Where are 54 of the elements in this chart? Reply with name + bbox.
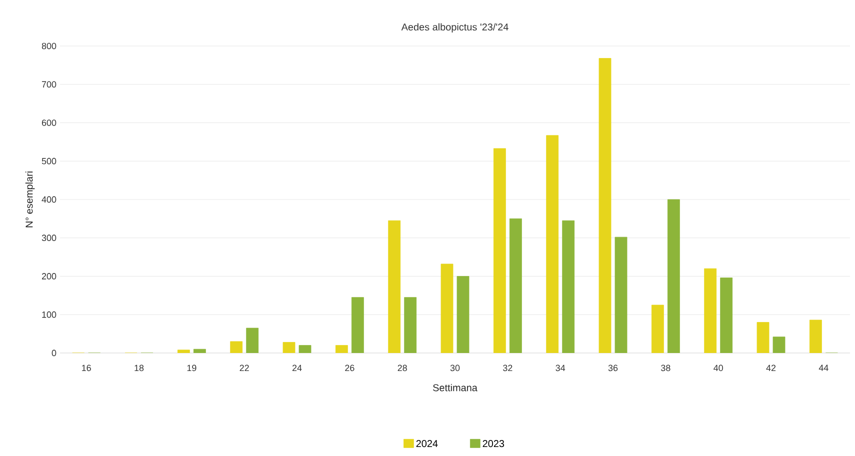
bar bbox=[246, 328, 259, 353]
x-tick-label: 44 bbox=[818, 364, 828, 371]
y-tick-label: 700 bbox=[42, 81, 56, 88]
bar bbox=[562, 220, 575, 353]
bar bbox=[756, 322, 770, 353]
x-tick-label: 38 bbox=[661, 364, 670, 372]
bar bbox=[282, 342, 296, 353]
legend-label: 2024 bbox=[416, 440, 438, 448]
bar bbox=[704, 268, 717, 353]
legend-label: 2023 bbox=[482, 440, 504, 448]
y-tick-label: 200 bbox=[42, 273, 56, 280]
y-tick-label: 500 bbox=[42, 158, 56, 164]
bar bbox=[193, 348, 206, 353]
x-tick-label: 26 bbox=[345, 364, 354, 372]
x-tick-label: 34 bbox=[556, 364, 566, 372]
bar bbox=[493, 148, 506, 353]
y-tick-label: 300 bbox=[42, 234, 56, 242]
x-tick-label: 30 bbox=[450, 364, 460, 372]
chart-title: Aedes albopictus '23/'24 bbox=[401, 23, 508, 32]
y-tick-label: 600 bbox=[42, 120, 56, 126]
x-tick-label: 28 bbox=[398, 364, 407, 372]
bar bbox=[456, 276, 470, 353]
y-tick-label: 400 bbox=[42, 196, 56, 203]
bar bbox=[230, 341, 243, 353]
y-tick-label: 100 bbox=[42, 311, 56, 318]
bar bbox=[298, 345, 312, 353]
bar bbox=[509, 218, 522, 353]
bar bbox=[667, 199, 680, 353]
x-tick-label: 32 bbox=[503, 364, 512, 372]
bar bbox=[772, 336, 786, 353]
bar bbox=[440, 264, 454, 353]
bar bbox=[614, 236, 628, 353]
x-axis-title: Settimana bbox=[433, 384, 478, 392]
x-tick-label: 36 bbox=[608, 364, 618, 372]
bar bbox=[598, 58, 612, 353]
x-tick-label: 18 bbox=[134, 364, 144, 372]
bar bbox=[351, 297, 364, 353]
bar bbox=[720, 278, 733, 353]
x-tick-label: 40 bbox=[714, 364, 723, 372]
x-tick-label: 24 bbox=[292, 364, 302, 372]
x-tick-label: 42 bbox=[766, 364, 776, 372]
y-tick-label: 800 bbox=[42, 42, 56, 50]
x-tick-label: 16 bbox=[82, 364, 91, 372]
y-tick-label: 0 bbox=[52, 350, 56, 356]
bar bbox=[651, 304, 664, 353]
y-axis-title: N° esemplari bbox=[25, 172, 35, 228]
bar bbox=[404, 297, 417, 353]
bar bbox=[335, 345, 348, 353]
bar bbox=[809, 320, 822, 353]
bar bbox=[177, 350, 190, 353]
x-tick-label: 22 bbox=[240, 364, 249, 372]
bar bbox=[388, 220, 401, 353]
bar bbox=[546, 135, 559, 353]
x-tick-label: 19 bbox=[187, 364, 196, 372]
